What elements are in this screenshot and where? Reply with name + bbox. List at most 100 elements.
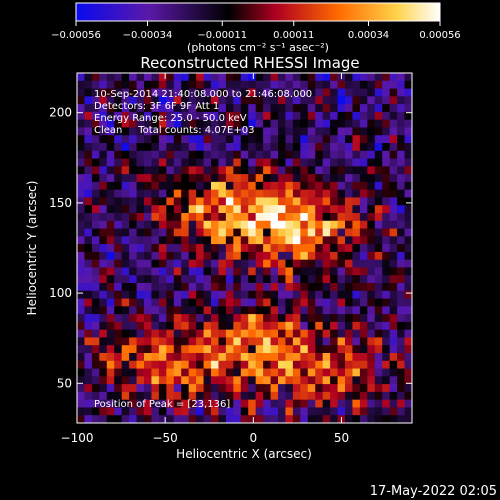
heatmap-cell: [359, 399, 368, 409]
heatmap-cell: [292, 376, 301, 385]
heatmap-cell: [84, 290, 93, 300]
heatmap-cell: [129, 376, 138, 385]
heatmap-cell: [181, 189, 190, 199]
heatmap-cell: [359, 174, 368, 183]
heatmap-cell: [337, 290, 346, 300]
heatmap-cell: [404, 384, 412, 393]
heatmap-cell: [330, 298, 339, 307]
heatmap-cell: [270, 127, 279, 136]
heatmap-cell: [233, 376, 242, 385]
heatmap-cell: [397, 150, 406, 160]
heatmap-cell: [315, 259, 324, 269]
heatmap-cell: [345, 360, 354, 370]
heatmap-cell: [270, 96, 279, 105]
heatmap-cell: [91, 376, 100, 385]
heatmap-cell: [196, 111, 205, 121]
heatmap-cell: [240, 111, 249, 121]
heatmap-cell: [151, 73, 160, 82]
heatmap-cell: [77, 119, 86, 129]
heatmap-cell: [367, 73, 376, 82]
heatmap-cell: [144, 88, 153, 97]
heatmap-cell: [382, 314, 391, 323]
heatmap-cell: [307, 368, 316, 377]
heatmap-cell: [359, 298, 368, 307]
heatmap-cell: [374, 368, 383, 377]
heatmap-cell: [322, 197, 331, 206]
heatmap-cell: [196, 73, 205, 82]
heatmap-cell: [233, 88, 242, 97]
heatmap-cell: [382, 244, 391, 253]
heatmap-cell: [188, 251, 197, 261]
heatmap-cell: [345, 251, 354, 261]
heatmap-cell: [315, 73, 324, 82]
heatmap-cell: [389, 158, 398, 167]
heatmap-cell: [263, 314, 272, 323]
heatmap-cell: [248, 290, 257, 300]
heatmap-cell: [270, 376, 279, 385]
heatmap-cell: [188, 166, 197, 175]
heatmap-cell: [292, 135, 301, 144]
heatmap-cell: [188, 267, 197, 276]
heatmap-cell: [389, 119, 398, 129]
heatmap-cell: [322, 96, 331, 105]
heatmap-cell: [173, 368, 182, 377]
heatmap-cell: [292, 384, 301, 393]
heatmap-cell: [374, 197, 383, 206]
heatmap-cell: [196, 166, 205, 175]
heatmap-cell: [144, 399, 153, 409]
heatmap-cell: [389, 135, 398, 144]
heatmap-cell: [322, 88, 331, 97]
heatmap-cell: [240, 298, 249, 307]
heatmap-cell: [292, 197, 301, 206]
heatmap-cell: [345, 143, 354, 152]
heatmap-cell: [151, 119, 160, 129]
heatmap-cell: [77, 329, 86, 339]
heatmap-cell: [106, 220, 115, 230]
heatmap-cell: [278, 181, 287, 191]
heatmap-cell: [99, 104, 108, 113]
heatmap-cell: [166, 337, 175, 346]
heatmap-cell: [181, 384, 190, 393]
heatmap-cell: [166, 220, 175, 230]
heatmap-cell: [278, 391, 287, 401]
heatmap-cell: [389, 104, 398, 113]
heatmap-cell: [285, 150, 294, 160]
heatmap-cell: [158, 329, 167, 339]
heatmap-cell: [278, 236, 287, 245]
heatmap-cell: [322, 80, 331, 90]
heatmap-cell: [300, 407, 309, 416]
heatmap-cell: [352, 73, 361, 82]
heatmap-cell: [114, 345, 123, 354]
heatmap-cell: [337, 267, 346, 276]
heatmap-cell: [248, 391, 257, 401]
heatmap-cell: [330, 399, 339, 409]
heatmap-cell: [91, 88, 100, 97]
heatmap-cell: [136, 104, 145, 113]
heatmap-cell: [196, 391, 205, 401]
heatmap-cell: [397, 174, 406, 183]
heatmap-cell: [292, 127, 301, 136]
heatmap-cell: [255, 399, 264, 409]
heatmap-cell: [315, 228, 324, 237]
heatmap-cell: [203, 368, 212, 377]
heatmap-cell: [129, 80, 138, 90]
heatmap-cell: [292, 88, 301, 97]
heatmap-cell: [203, 415, 212, 423]
heatmap-cell: [278, 259, 287, 269]
heatmap-cell: [367, 298, 376, 307]
heatmap-cell: [352, 236, 361, 245]
heatmap-cell: [278, 119, 287, 129]
heatmap-cell: [345, 314, 354, 323]
heatmap-cell: [359, 220, 368, 230]
heatmap-cell: [203, 259, 212, 269]
heatmap-cell: [121, 228, 130, 237]
heatmap-cell: [263, 205, 272, 214]
heatmap-cell: [263, 150, 272, 160]
heatmap-cell: [173, 166, 182, 175]
heatmap-cell: [77, 143, 86, 152]
heatmap-cell: [166, 197, 175, 206]
heatmap-cell: [315, 104, 324, 113]
heatmap-cell: [136, 251, 145, 261]
heatmap-cell: [151, 143, 160, 152]
heatmap-cell: [91, 135, 100, 144]
